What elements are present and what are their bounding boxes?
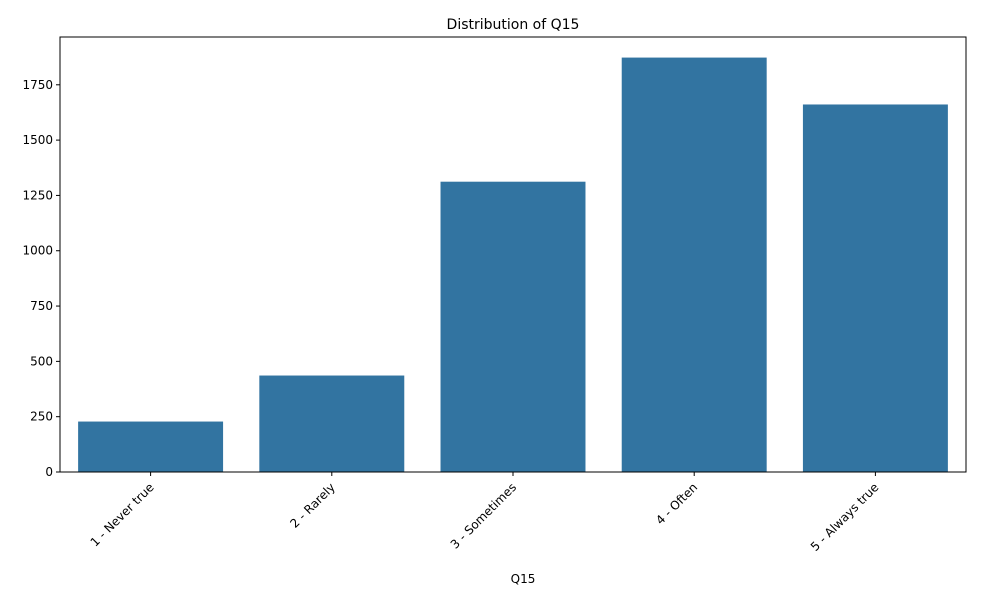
y-axis: 0 250 500 750 1000 1250 1500 1750	[22, 78, 60, 479]
x-axis: 1 - Never true 2 - Rarely 3 - Sometimes 4 -…	[88, 472, 882, 554]
y-tick-label: 1000	[22, 244, 53, 258]
x-tick-label: 4 - Often	[653, 480, 700, 527]
x-tick-label: 1 - Never true	[88, 480, 157, 549]
y-tick-label: 1500	[22, 133, 53, 147]
bar-4	[621, 57, 767, 472]
bar-5	[802, 104, 948, 472]
chart-title: Distribution of Q15	[447, 17, 580, 33]
bar-1	[78, 421, 224, 472]
bar-3	[440, 181, 586, 472]
x-tick-label: 5 - Always true	[808, 480, 882, 554]
x-axis-label: Q15	[511, 572, 536, 586]
y-tick-label: 1250	[22, 188, 53, 202]
bar-2	[259, 375, 405, 472]
y-tick-label: 1750	[22, 78, 53, 92]
x-tick-label: 2 - Rarely	[287, 480, 338, 531]
x-tick-label: 3 - Sometimes	[448, 480, 519, 551]
bars-layer	[78, 57, 948, 472]
y-tick-label: 750	[30, 299, 53, 313]
plot-frame	[59, 36, 967, 473]
y-tick-label: 0	[45, 465, 53, 479]
y-tick-label: 500	[30, 354, 53, 368]
y-tick-label: 250	[30, 410, 53, 424]
